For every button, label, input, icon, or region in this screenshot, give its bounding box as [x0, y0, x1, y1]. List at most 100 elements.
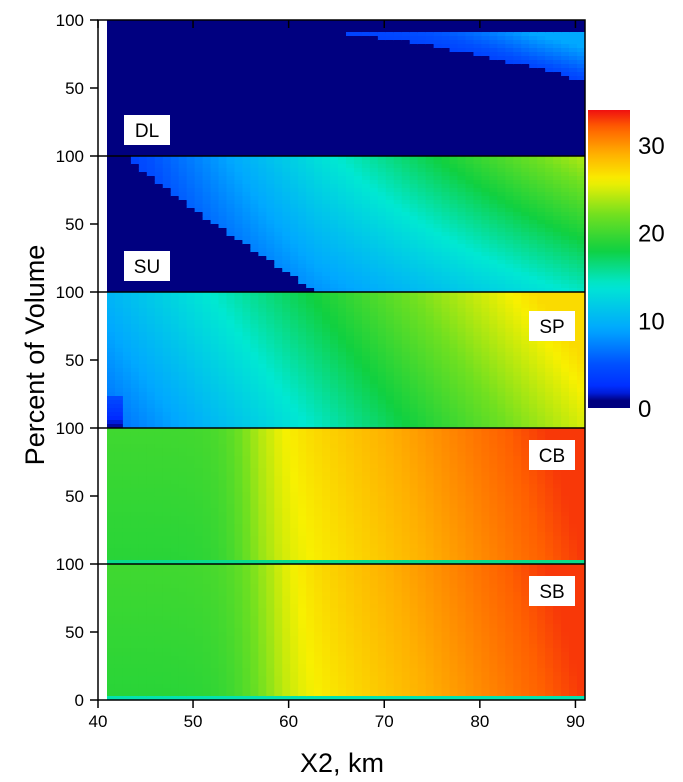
heatmap-cell: [449, 168, 459, 173]
heatmap-cell: [138, 416, 148, 421]
heatmap-cell: [489, 76, 498, 81]
heatmap-cell: [346, 72, 355, 77]
heatmap-cell: [298, 412, 307, 417]
heatmap-cell: [497, 216, 506, 221]
heatmap-cell: [186, 256, 196, 261]
heatmap-cell: [258, 268, 267, 273]
heatmap-cell: [441, 148, 451, 153]
heatmap-cell: [250, 224, 259, 229]
heatmap-cell: [561, 248, 570, 253]
heatmap-cell: [298, 168, 307, 173]
heatmap-cell: [242, 96, 251, 101]
heatmap-cell: [250, 284, 259, 289]
heatmap-cell: [529, 252, 538, 257]
heatmap-cell: [457, 168, 467, 173]
heatmap-cell: [138, 284, 148, 289]
heatmap-cell: [298, 196, 307, 201]
heatmap-cell: [218, 136, 228, 141]
heatmap-cell: [146, 204, 156, 209]
heatmap-cell: [282, 384, 291, 389]
heatmap-cell: [298, 156, 307, 161]
heatmap-cell: [194, 400, 204, 405]
heatmap-cell: [322, 228, 331, 233]
heatmap-cell: [561, 216, 570, 221]
heatmap-cell: [114, 136, 124, 141]
heatmap-cell: [250, 172, 259, 177]
heatmap-cell: [162, 348, 172, 353]
heatmap-cell: [361, 128, 371, 133]
heatmap-cell: [250, 20, 259, 25]
heatmap-cell: [242, 220, 251, 225]
heatmap-cell: [449, 60, 459, 65]
heatmap-cell: [385, 104, 395, 109]
heatmap-cell: [361, 96, 371, 101]
heatmap-cell: [178, 200, 188, 205]
heatmap-cell: [282, 200, 291, 205]
heatmap-cell: [226, 332, 236, 337]
heatmap-cell: [322, 212, 331, 217]
heatmap-cell: [234, 344, 244, 349]
heatmap-cell: [146, 68, 156, 73]
heatmap-cell: [338, 92, 347, 97]
heatmap-cell: [314, 260, 323, 265]
heatmap-cell: [274, 388, 283, 393]
heatmap-cell: [330, 188, 339, 193]
heatmap-cell: [146, 228, 156, 233]
heatmap-cell: [385, 92, 395, 97]
heatmap-cell: [417, 216, 427, 221]
heatmap-cell: [194, 116, 204, 121]
heatmap-cell: [210, 344, 220, 349]
heatmap-cell: [178, 392, 188, 397]
heatmap-cell: [385, 24, 395, 29]
heatmap-cell: [529, 80, 538, 85]
heatmap-cell: [385, 72, 395, 77]
heatmap-cell: [266, 236, 275, 241]
heatmap-cell: [186, 204, 196, 209]
heatmap-cell: [218, 396, 228, 401]
heatmap-cell: [266, 384, 275, 389]
heatmap-cell: [577, 64, 585, 69]
heatmap-cell: [250, 60, 259, 65]
heatmap-cell: [361, 172, 371, 177]
heatmap-cell: [258, 40, 267, 45]
heatmap-cell: [298, 348, 307, 353]
heatmap-cell: [577, 152, 585, 156]
heatmap-cell: [577, 288, 585, 292]
heatmap-cell: [290, 140, 299, 145]
heatmap-cell: [250, 304, 259, 309]
heatmap-cell: [298, 136, 307, 141]
heatmap-cell: [306, 276, 315, 281]
heatmap-cell: [242, 384, 251, 389]
heatmap-cell: [107, 248, 116, 253]
heatmap-cell: [569, 136, 578, 141]
heatmap-cell: [298, 392, 307, 397]
heatmap-cell: [401, 40, 411, 45]
heatmap-cell: [441, 268, 451, 273]
heatmap-cell: [441, 96, 451, 101]
heatmap-cell: [409, 144, 419, 149]
heatmap-cell: [298, 320, 307, 325]
heatmap-cell: [250, 404, 259, 409]
heatmap-cell: [449, 204, 459, 209]
heatmap-cell: [569, 64, 578, 69]
heatmap-cell: [202, 112, 212, 117]
heatmap-cell: [130, 356, 140, 361]
heatmap-cell: [130, 208, 140, 213]
heatmap-cell: [505, 120, 514, 125]
heatmap-cell: [377, 136, 387, 141]
heatmap-cell: [393, 20, 403, 25]
heatmap-cell: [489, 104, 498, 109]
heatmap-cell: [425, 252, 435, 257]
heatmap-cell: [274, 244, 283, 249]
heatmap-cell: [138, 228, 148, 233]
heatmap-cell: [441, 64, 451, 69]
heatmap-cell: [210, 144, 220, 149]
heatmap-cell: [481, 168, 490, 173]
heatmap-cell: [194, 344, 204, 349]
heatmap-cell: [369, 156, 379, 161]
heatmap-cell: [497, 64, 506, 69]
heatmap-cell: [457, 208, 467, 213]
heatmap-cell: [353, 92, 363, 97]
heatmap-cell: [162, 152, 172, 156]
